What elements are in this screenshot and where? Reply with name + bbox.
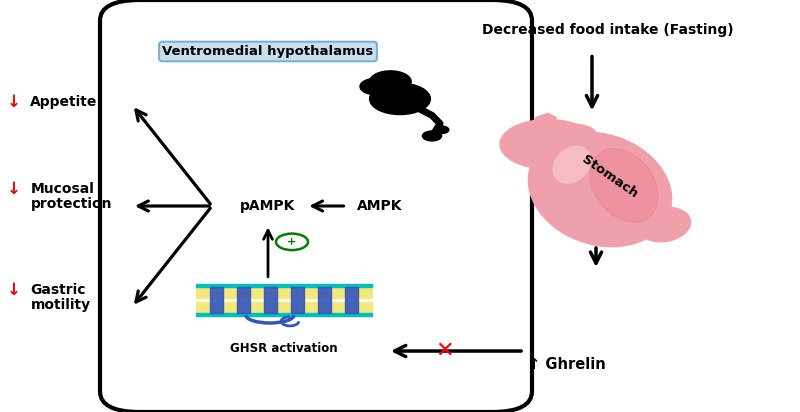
Bar <box>196 313 372 316</box>
Bar <box>237 287 250 313</box>
Ellipse shape <box>540 124 596 144</box>
Text: Decreased food intake (Fasting): Decreased food intake (Fasting) <box>482 23 734 37</box>
Bar <box>345 287 358 313</box>
Bar <box>291 287 304 313</box>
Circle shape <box>370 71 411 92</box>
Text: Mucosal: Mucosal <box>30 182 94 196</box>
Circle shape <box>360 78 392 95</box>
Ellipse shape <box>590 149 658 222</box>
Text: Gastric: Gastric <box>30 283 86 297</box>
Circle shape <box>370 83 430 115</box>
Ellipse shape <box>528 132 672 247</box>
Text: ↑ Ghrelin: ↑ Ghrelin <box>528 357 606 372</box>
Bar <box>196 302 372 313</box>
Text: +: + <box>287 237 297 247</box>
Text: Appetite: Appetite <box>30 95 98 109</box>
Ellipse shape <box>638 207 690 242</box>
Polygon shape <box>532 113 556 130</box>
FancyBboxPatch shape <box>100 0 532 412</box>
Text: protection: protection <box>30 197 112 211</box>
Bar <box>210 287 223 313</box>
Circle shape <box>434 126 449 133</box>
Bar <box>196 284 372 287</box>
Text: ↓: ↓ <box>6 281 20 299</box>
Text: AMPK: AMPK <box>358 199 402 213</box>
Circle shape <box>422 131 442 141</box>
Ellipse shape <box>554 147 590 183</box>
Text: GHSR activation: GHSR activation <box>230 342 338 355</box>
Text: Stomach: Stomach <box>579 153 640 201</box>
Text: ✕: ✕ <box>434 341 454 361</box>
Bar <box>264 287 277 313</box>
Text: motility: motility <box>30 298 90 312</box>
Bar <box>196 287 372 298</box>
Circle shape <box>276 234 308 250</box>
Text: ↓: ↓ <box>6 93 20 111</box>
Text: pAMPK: pAMPK <box>240 199 296 213</box>
Bar <box>318 287 331 313</box>
Text: Ventromedial hypothalamus: Ventromedial hypothalamus <box>162 45 374 58</box>
Circle shape <box>500 119 596 169</box>
Text: ↓: ↓ <box>6 180 20 198</box>
